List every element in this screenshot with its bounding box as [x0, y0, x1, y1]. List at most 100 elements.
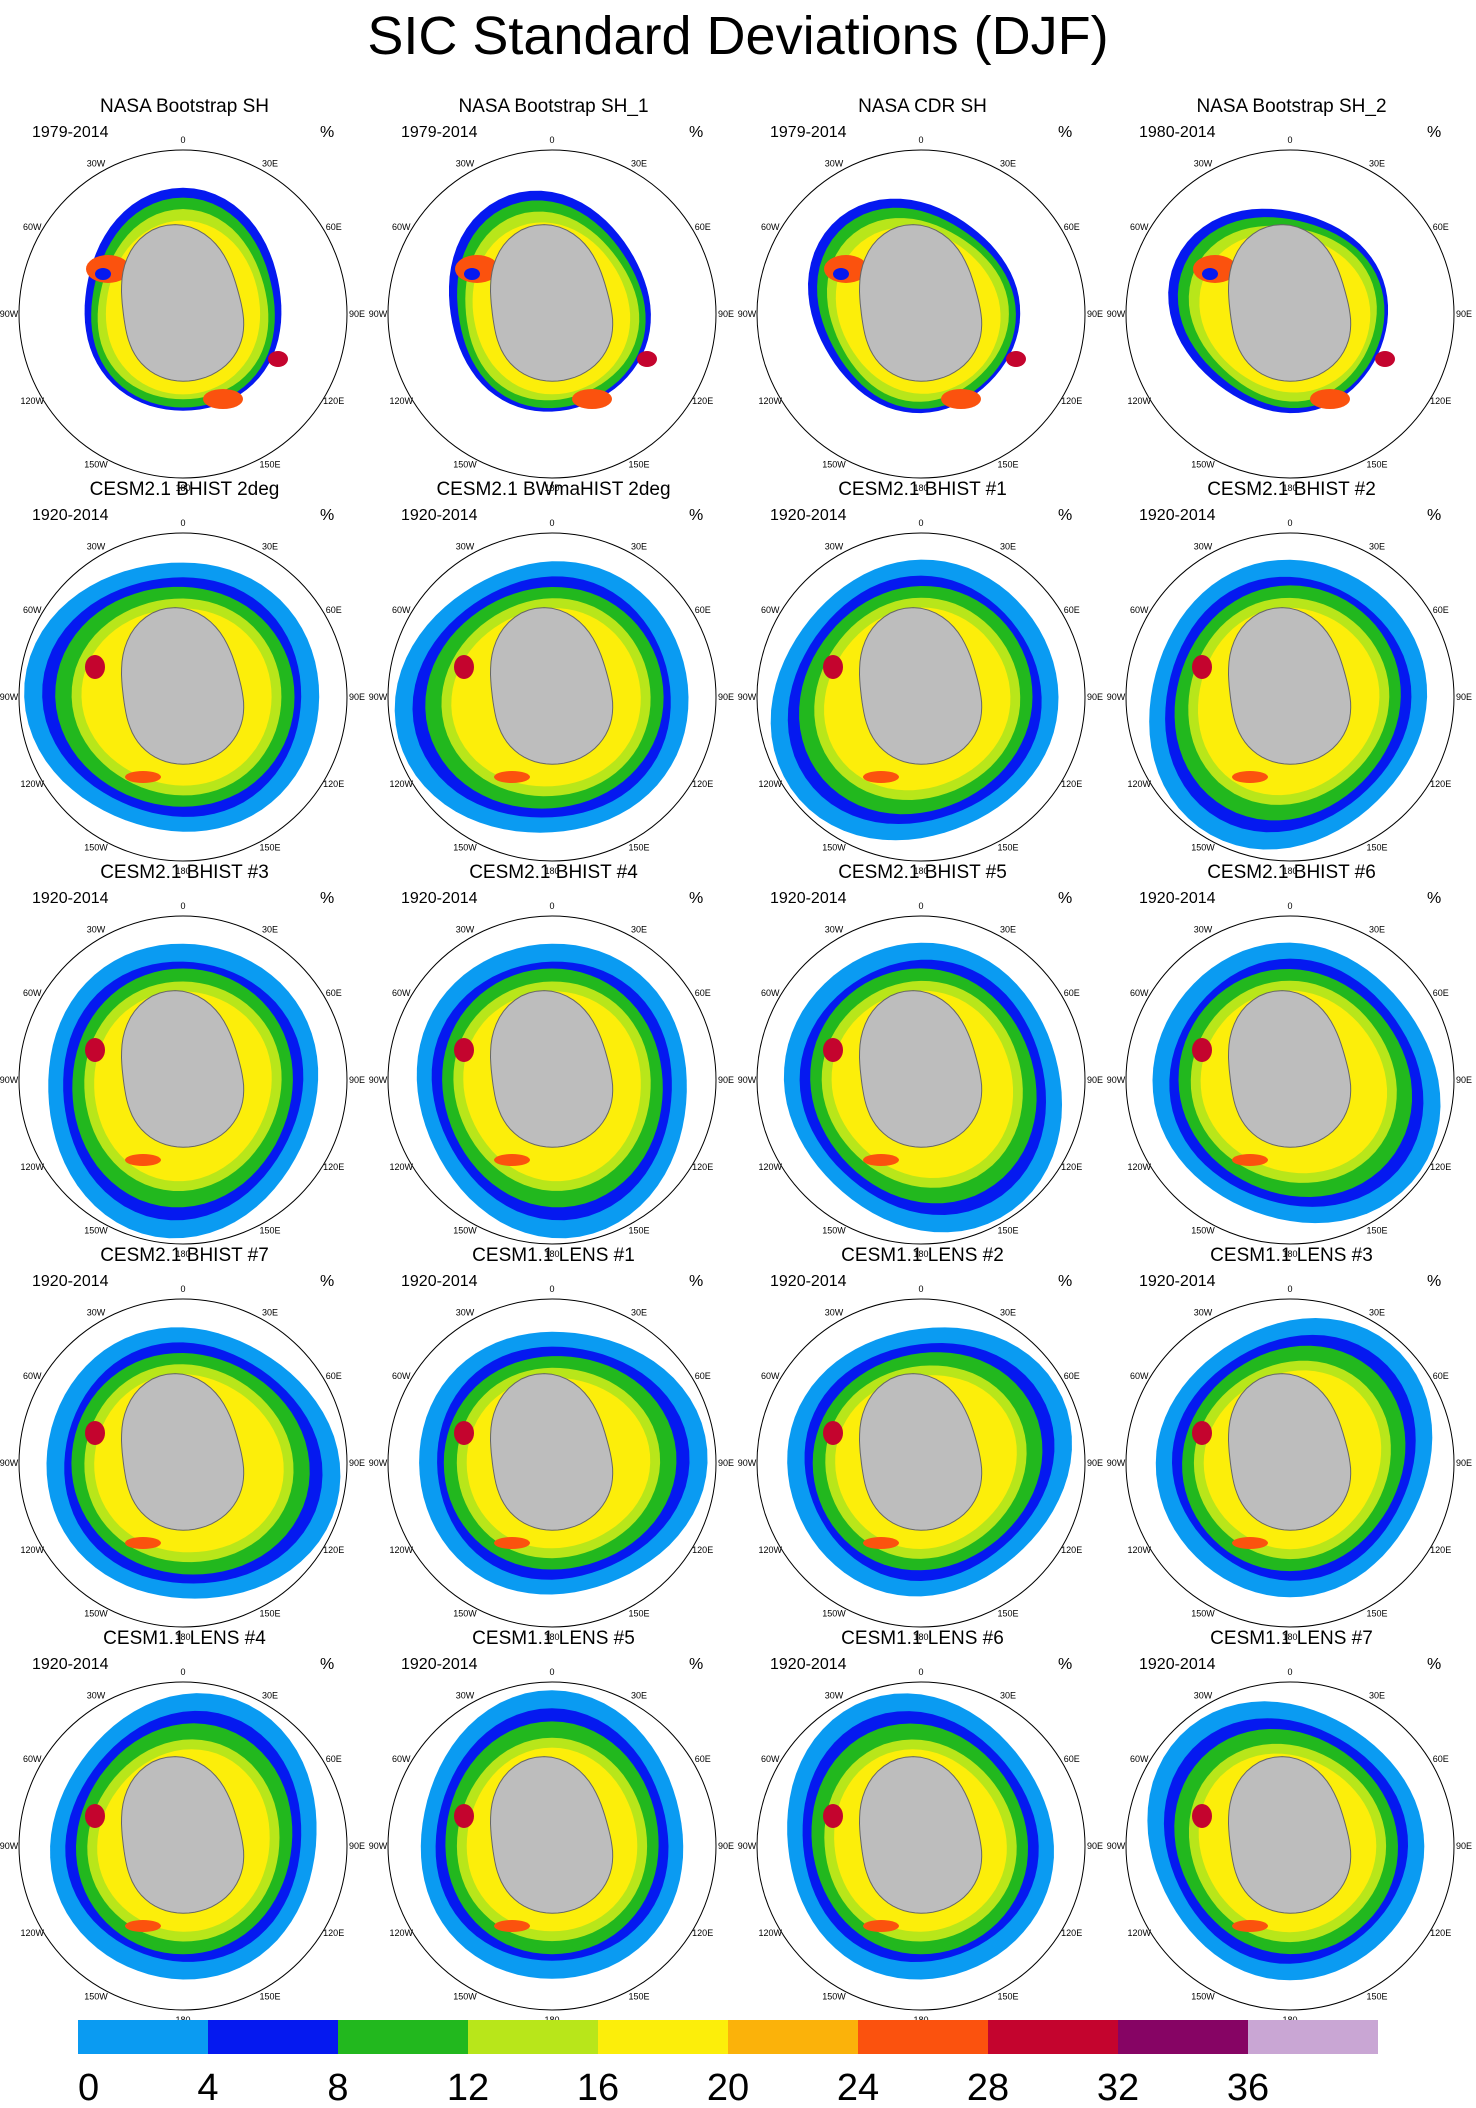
- longitude-label: 0: [1287, 901, 1292, 911]
- longitude-label: 0: [1287, 135, 1292, 145]
- longitude-label: 90W: [369, 1458, 388, 1468]
- longitude-label: 90W: [1107, 1841, 1126, 1851]
- longitude-label: 30W: [1194, 1690, 1213, 1700]
- polar-map: 0 30E 60E 90E 120E 150E 180 150W 120W 90W 60W 30W: [369, 1284, 734, 1642]
- longitude-label: 120E: [323, 1162, 344, 1172]
- sic-high-weddell: [823, 1804, 843, 1828]
- longitude-label: 90E: [1087, 1458, 1103, 1468]
- longitude-label: 30E: [1000, 1690, 1016, 1700]
- longitude-label: 0: [549, 518, 554, 528]
- colorbar-label: 12: [447, 2067, 489, 2108]
- longitude-label: 30W: [456, 924, 475, 934]
- longitude-label: 30W: [87, 924, 106, 934]
- map-panel: CESM1.1 LENS #4 1920-2014% 0 30E 60E 90E 120E 1…: [0, 1612, 369, 2025]
- longitude-label: 60W: [392, 1754, 411, 1764]
- longitude-label: 30W: [87, 1690, 106, 1700]
- longitude-label: 120W: [390, 1928, 414, 1938]
- panel-period: 1920-2014: [32, 890, 109, 907]
- longitude-label: 120E: [323, 396, 344, 406]
- longitude-label: 60W: [392, 1371, 411, 1381]
- longitude-label: 90E: [718, 309, 734, 319]
- sic-high-east: [637, 351, 657, 367]
- antarctica-land: [489, 1373, 614, 1531]
- map-boundary-circle: [18, 1298, 348, 1628]
- longitude-label: 60E: [1064, 1371, 1080, 1381]
- sic-high-weddell: [823, 1421, 843, 1445]
- longitude-label: 60E: [1433, 222, 1449, 232]
- antarctica-land: [1227, 224, 1352, 382]
- longitude-label: 120E: [692, 1162, 713, 1172]
- polar-map: 0 30E 60E 90E 120E 150E 180 150W 120W 90W 60W 30W: [738, 518, 1103, 876]
- longitude-label: 150E: [628, 1992, 649, 2002]
- polar-map: 0 30E 60E 90E 120E 150E 180 150W 120W 90W 60W 30W: [0, 518, 365, 876]
- longitude-label: 30E: [262, 1690, 278, 1700]
- map-panel: CESM1.1 LENS #6 1920-2014% 0 30E 60E 90E 120E 1…: [738, 1612, 1107, 2025]
- longitude-label: 120W: [390, 1545, 414, 1555]
- panel-unit: %: [1058, 507, 1073, 524]
- longitude-label: 90E: [1456, 692, 1472, 702]
- panel-title: CESM1.1 LENS #1: [472, 1245, 635, 1266]
- longitude-label: 30E: [1000, 158, 1016, 168]
- sic-high-ross: [941, 389, 981, 409]
- map-boundary-circle: [1125, 532, 1455, 862]
- longitude-label: 150W: [822, 460, 846, 470]
- colorbar-label: 20: [707, 2067, 749, 2108]
- colorbar-label: 28: [967, 2067, 1009, 2108]
- longitude-label: 90W: [738, 692, 757, 702]
- antarctica-land: [120, 1373, 245, 1531]
- colorbar-label: 32: [1097, 2067, 1139, 2108]
- longitude-label: 60E: [326, 988, 342, 998]
- antarctica-land: [489, 224, 614, 382]
- panel-period: 1920-2014: [770, 1656, 847, 1673]
- colorbar-box: [728, 2020, 858, 2054]
- longitude-label: 0: [180, 135, 185, 145]
- longitude-label: 60E: [1064, 988, 1080, 998]
- longitude-label: 90W: [1107, 1458, 1126, 1468]
- longitude-label: 150E: [259, 1226, 280, 1236]
- longitude-label: 150E: [259, 1609, 280, 1619]
- longitude-label: 0: [1287, 1284, 1292, 1294]
- panel-title: NASA CDR SH: [858, 96, 987, 117]
- longitude-label: 150E: [997, 1609, 1018, 1619]
- map-boundary-circle: [387, 532, 717, 862]
- longitude-label: 0: [180, 518, 185, 528]
- longitude-label: 120W: [1128, 1928, 1152, 1938]
- map-panel: NASA Bootstrap SH_2 1980-2014% 0 30E 60E 90E 1…: [1107, 80, 1476, 493]
- panel-title: CESM1.1 LENS #3: [1210, 1245, 1373, 1266]
- longitude-label: 150W: [453, 1226, 477, 1236]
- longitude-label: 120E: [323, 1928, 344, 1938]
- longitude-label: 90E: [718, 692, 734, 702]
- longitude-label: 120E: [1430, 1162, 1451, 1172]
- sic-high-ross: [1310, 389, 1350, 409]
- panel-period: 1979-2014: [401, 124, 478, 141]
- sic-high-weddell: [823, 1038, 843, 1062]
- sic-high-weddell: [1192, 1804, 1212, 1828]
- polar-map: 0 30E 60E 90E 120E 150E 180 150W 120W 90W 60W 30W: [0, 135, 365, 493]
- sic-high-ross: [863, 771, 899, 783]
- sic-high-ross: [572, 389, 612, 409]
- colorbar-label: 36: [1227, 2067, 1269, 2108]
- longitude-label: 120E: [1430, 779, 1451, 789]
- map-boundary-circle: [756, 1681, 1086, 2011]
- panel-unit: %: [1058, 1273, 1073, 1290]
- longitude-label: 90W: [738, 1075, 757, 1085]
- panel-period: 1920-2014: [770, 890, 847, 907]
- longitude-label: 30W: [825, 541, 844, 551]
- longitude-label: 120W: [1128, 1545, 1152, 1555]
- longitude-label: 0: [1287, 1667, 1292, 1677]
- longitude-label: 60W: [23, 988, 42, 998]
- polar-map: 0 30E 60E 90E 120E 150E 180 150W 120W 90W 60W 30W: [0, 1284, 365, 1642]
- antarctica-land: [489, 1756, 614, 1914]
- longitude-label: 150W: [453, 460, 477, 470]
- sic-high-weddell: [823, 655, 843, 679]
- panel-period: 1920-2014: [770, 507, 847, 524]
- longitude-label: 30W: [87, 541, 106, 551]
- longitude-label: 90E: [349, 1075, 365, 1085]
- longitude-label: 30E: [1000, 1307, 1016, 1317]
- longitude-label: 60W: [1130, 605, 1149, 615]
- longitude-label: 150E: [628, 460, 649, 470]
- sic-high-east: [1375, 351, 1395, 367]
- longitude-label: 120E: [692, 396, 713, 406]
- sic-high-ross: [1232, 1154, 1268, 1166]
- map-boundary-circle: [387, 1298, 717, 1628]
